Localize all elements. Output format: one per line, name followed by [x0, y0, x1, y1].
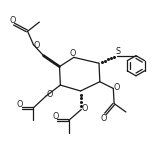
Text: O: O	[114, 83, 120, 92]
Text: O: O	[17, 100, 23, 109]
Text: O: O	[34, 41, 40, 50]
Text: O: O	[52, 112, 58, 121]
Text: O: O	[9, 16, 16, 25]
Text: O: O	[47, 90, 53, 99]
Text: O: O	[101, 114, 107, 123]
Text: S: S	[115, 48, 120, 57]
Text: O: O	[70, 49, 76, 58]
Text: O: O	[82, 104, 88, 113]
